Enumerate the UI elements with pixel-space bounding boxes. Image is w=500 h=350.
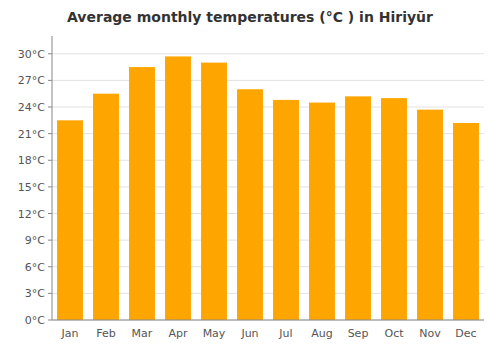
grid-line [52,320,484,321]
y-tick [48,80,52,81]
x-axis-line [52,320,484,321]
y-grid [52,54,484,320]
y-axis-line [52,36,53,320]
x-tick-label: Jan [61,327,79,340]
y-tick-label: 24°C [18,101,45,114]
y-tick-label: 18°C [18,154,45,167]
y-tick [48,53,52,54]
chart-svg: Average monthly temperatures (°C ) in Hi… [0,0,500,350]
bar [129,67,155,320]
bar [237,89,263,320]
y-tick [48,240,52,241]
y-tick-label: 15°C [18,181,45,194]
y-tick [48,266,52,267]
bar [57,120,83,320]
x-tick-label: Dec [455,327,476,340]
bar [93,94,119,320]
y-tick [48,213,52,214]
bar [309,103,335,320]
bar [381,98,407,320]
y-tick-label: 27°C [18,74,45,87]
y-tick-label: 9°C [25,234,45,247]
x-tick-label: Mar [132,327,153,340]
chart-title: Average monthly temperatures (°C ) in Hi… [67,9,433,25]
bar [165,56,191,320]
y-tick [48,293,52,294]
y-tick-label: 6°C [25,261,45,274]
bar [417,110,443,320]
x-axis: Jan Feb Mar Apr May Jun Jul Aug Sep Oct Nov Dec [52,320,484,340]
x-tick-label: Sep [348,327,369,340]
y-tick-label: 3°C [25,287,45,300]
y-tick [48,160,52,161]
x-tick-label: Apr [168,327,188,340]
x-tick-label: Oct [384,327,404,340]
x-tick-label: Nov [419,327,441,340]
x-tick-label: Jul [278,327,292,340]
y-tick [48,186,52,187]
grid-line [52,53,484,54]
y-tick-label: 30°C [18,48,45,61]
x-tick-label: Feb [96,327,115,340]
bar [345,96,371,320]
y-tick-label: 21°C [18,128,45,141]
bar [201,63,227,320]
y-tick-label: 12°C [18,208,45,221]
chart-container: Average monthly temperatures (°C ) in Hi… [0,0,500,350]
bar [273,100,299,320]
bar [453,123,479,320]
x-tick-label: May [203,327,226,340]
x-tick-label: Jun [240,327,258,340]
grid-line [52,80,484,81]
x-tick-label: Aug [311,327,332,340]
y-tick [48,133,52,134]
y-axis: 0°C 3°C 6°C 9°C 12°C 15°C 18°C 21°C 24°C 27°C 30°C [18,36,52,327]
y-tick [48,107,52,108]
y-tick-label: 0°C [25,314,45,327]
y-tick [48,320,52,321]
bars [57,56,479,320]
